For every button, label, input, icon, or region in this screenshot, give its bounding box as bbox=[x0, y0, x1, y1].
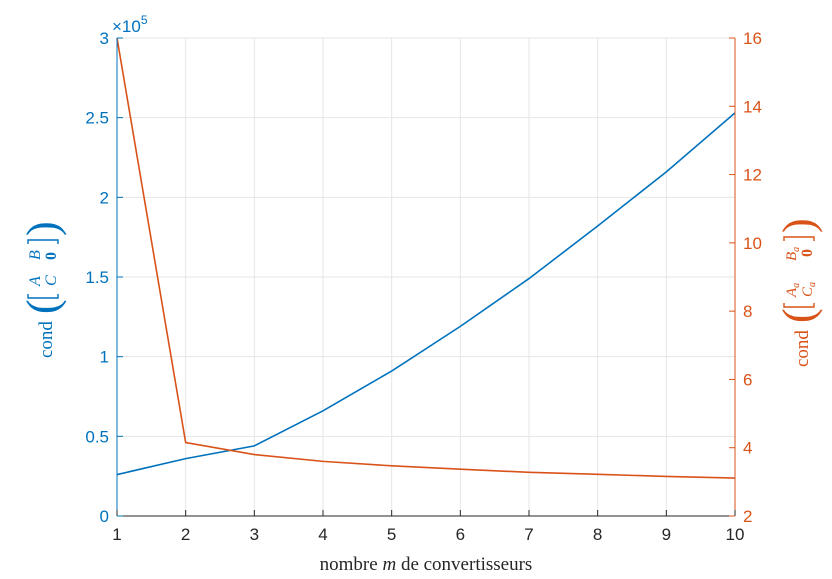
left-axis-label-bracket-close: ) bbox=[18, 221, 67, 236]
left-tick-label: 1.5 bbox=[85, 268, 109, 287]
right-axis-label-prefix: cond bbox=[792, 330, 813, 367]
left-axis-exponent-base: ×10 bbox=[112, 17, 141, 36]
left-tick-label: 0.5 bbox=[85, 427, 109, 446]
right-tick-label: 4 bbox=[743, 439, 752, 458]
right-tick-label: 8 bbox=[743, 302, 752, 321]
left-axis-label-bracket-open: ( bbox=[18, 299, 67, 314]
x-tick-label: 9 bbox=[662, 525, 671, 544]
axes bbox=[116, 37, 736, 517]
left-tick-label: 3 bbox=[100, 29, 109, 48]
right-axis-matrix-a: Aa bbox=[784, 283, 802, 298]
x-tick-label: 6 bbox=[456, 525, 465, 544]
x-tick-label: 7 bbox=[524, 525, 533, 544]
right-axis-label: cond ( Aa Ba Ca 0 ) bbox=[774, 218, 823, 367]
x-tick-label: 10 bbox=[726, 525, 745, 544]
right-axis-matrix-b: Ba bbox=[784, 247, 802, 261]
left-axis-matrix-b: B bbox=[27, 250, 44, 260]
right-axis-matrix-bracket-right bbox=[783, 236, 815, 241]
left-tick-label: 1 bbox=[100, 348, 109, 367]
right-axis-matrix-zero: 0 bbox=[799, 249, 816, 257]
left-axis-matrix-bracket-right bbox=[27, 239, 59, 244]
right-axis-label-bracket-open: ( bbox=[774, 308, 823, 323]
left-axis-matrix-bracket-left bbox=[27, 294, 59, 299]
right-tick-label: 12 bbox=[743, 166, 762, 185]
x-tick-label: 8 bbox=[593, 525, 602, 544]
grid-lines bbox=[116, 37, 736, 517]
left-axis-exponent-power: 5 bbox=[141, 13, 148, 27]
left-axis-label: cond ( A B C 0 ) bbox=[18, 221, 67, 358]
series-line-right bbox=[116, 37, 736, 479]
x-tick-label: 4 bbox=[318, 525, 327, 544]
x-tick-label: 1 bbox=[112, 525, 121, 544]
right-axis-label-bracket-close: ) bbox=[774, 218, 823, 233]
left-tick-label: 0 bbox=[100, 507, 109, 526]
left-axis-label-prefix: cond bbox=[36, 321, 57, 358]
right-tick-label: 2 bbox=[743, 507, 752, 526]
right-tick-label: 6 bbox=[743, 370, 752, 389]
x-tick-label: 2 bbox=[181, 525, 190, 544]
series-lines bbox=[116, 37, 736, 479]
left-tick-label: 2 bbox=[100, 188, 109, 207]
x-tick-label: 3 bbox=[250, 525, 259, 544]
left-axis-matrix-c: C bbox=[43, 275, 60, 286]
x-tick-label: 5 bbox=[387, 525, 396, 544]
left-tick-label: 2.5 bbox=[85, 109, 109, 128]
series-line-left bbox=[116, 112, 736, 476]
right-tick-label: 14 bbox=[743, 97, 762, 116]
right-axis-matrix-c: Ca bbox=[800, 282, 818, 297]
left-axis-matrix-zero: 0 bbox=[43, 252, 60, 260]
x-axis-label: nombre m de convertisseurs bbox=[320, 554, 533, 575]
right-tick-label: 10 bbox=[743, 234, 762, 253]
left-axis-matrix-a: A bbox=[27, 276, 44, 287]
left-axis-exponent: ×105 bbox=[112, 13, 148, 36]
right-tick-label: 16 bbox=[743, 29, 762, 48]
right-axis-matrix-bracket-left bbox=[783, 303, 815, 308]
